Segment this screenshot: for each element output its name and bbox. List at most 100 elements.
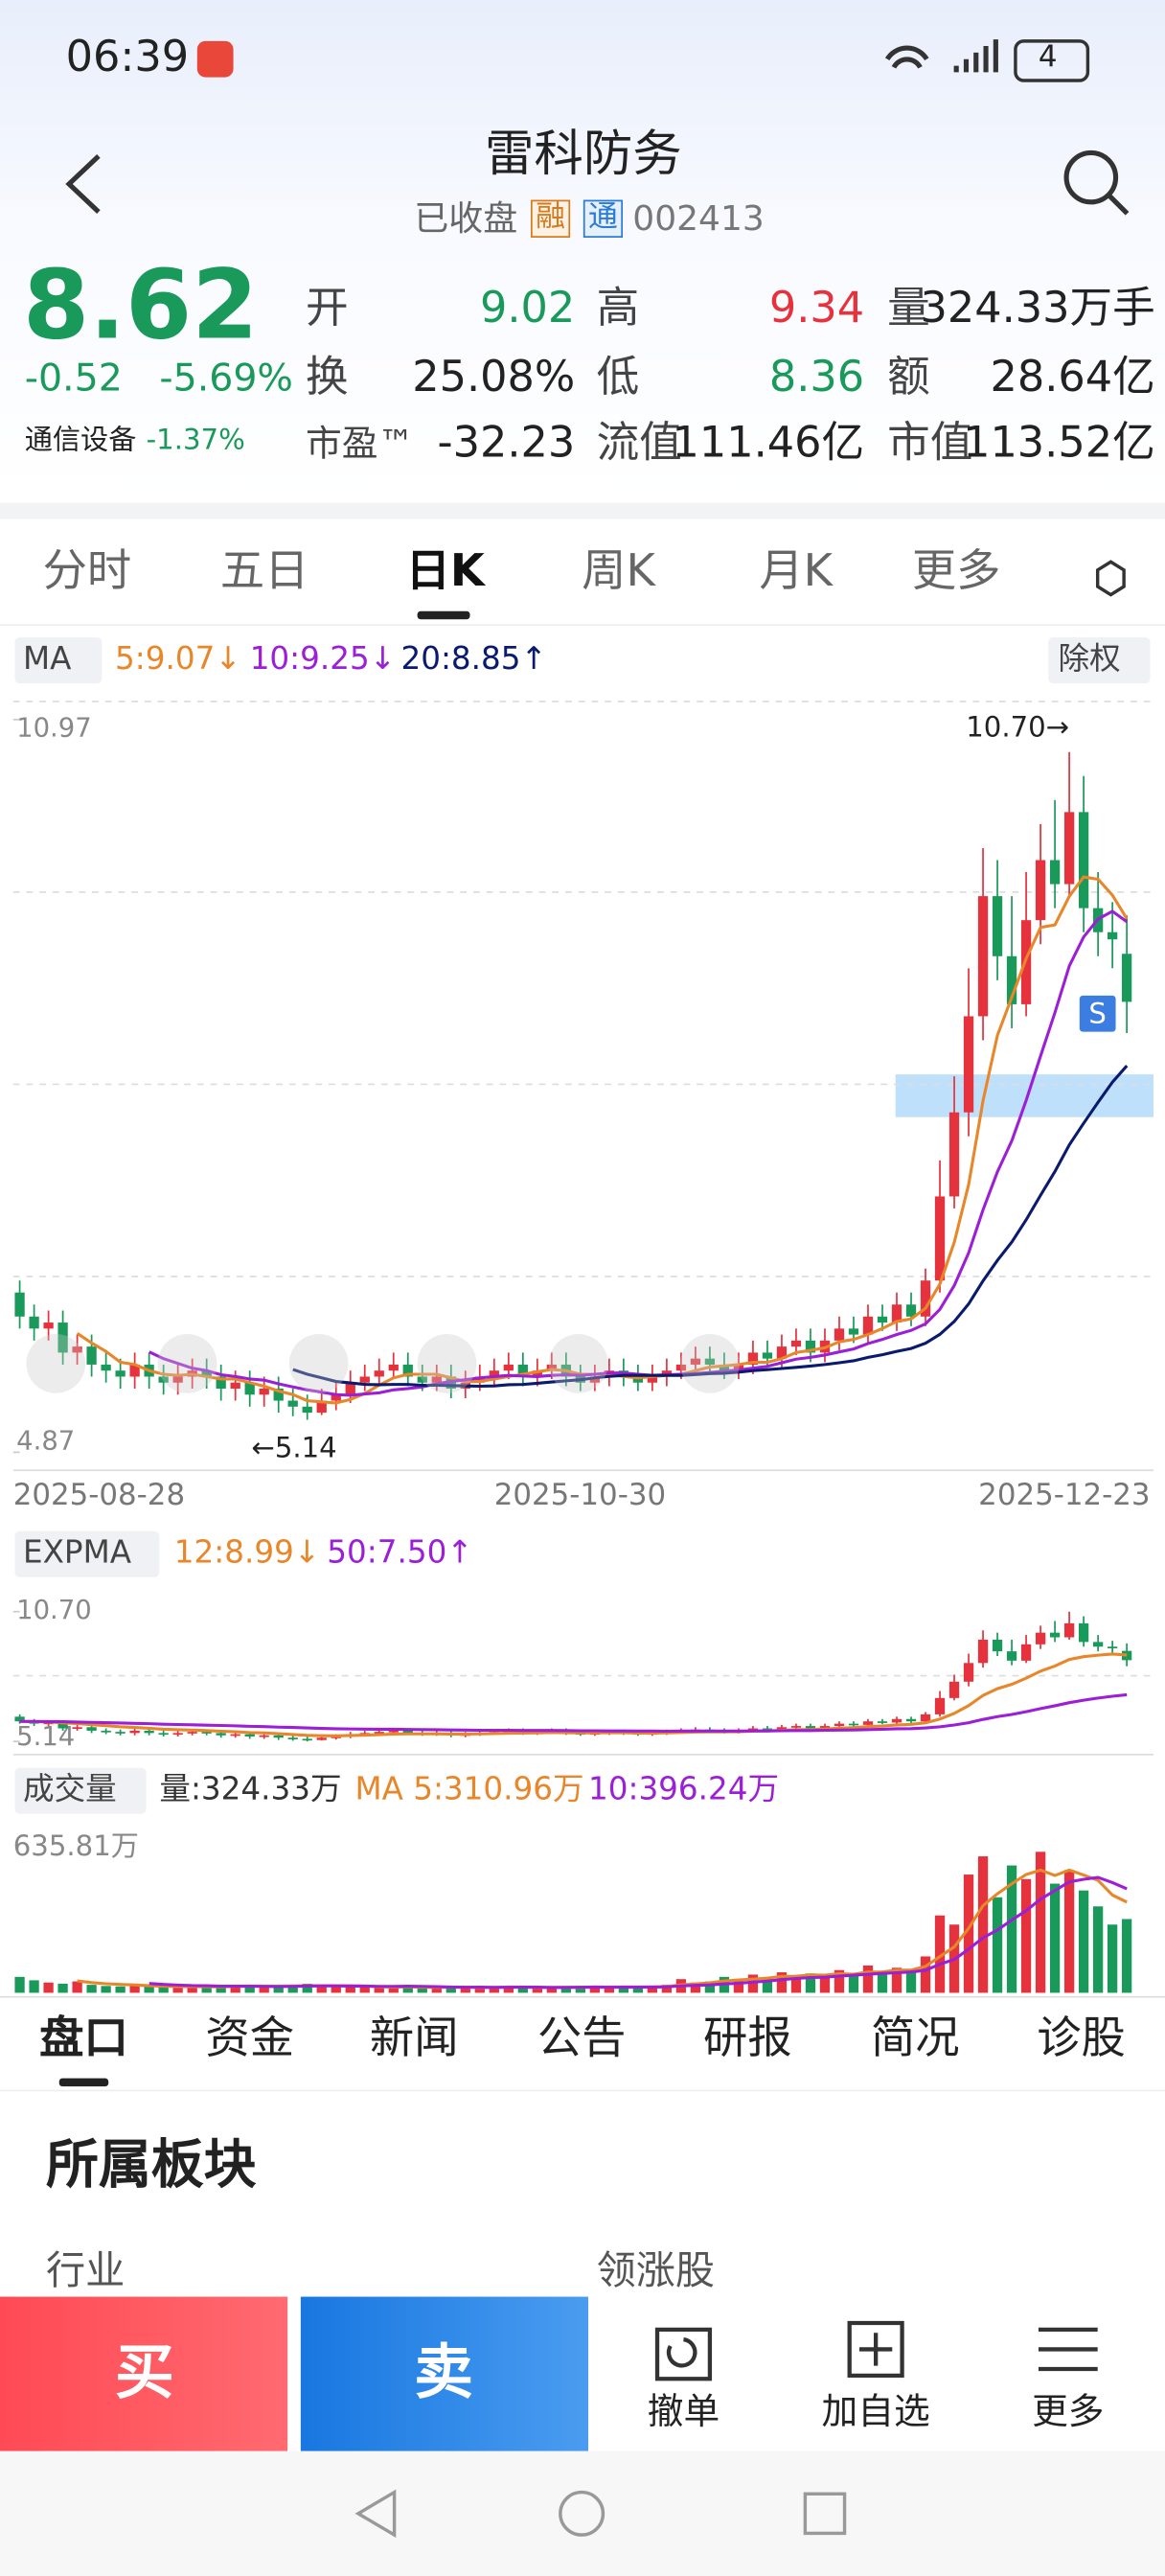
bottom-tab[interactable]: 简况 xyxy=(870,2012,960,2064)
bottom-tab[interactable]: 资金 xyxy=(205,2012,295,2064)
expma-candle-body xyxy=(948,1681,960,1698)
candle-body xyxy=(115,1370,126,1377)
tab[interactable]: 更多 xyxy=(911,545,1001,598)
candle-body xyxy=(690,1358,701,1365)
volume-bar xyxy=(72,1981,82,1993)
volume-bar xyxy=(374,1988,384,1993)
stat-value: 324.33万手 xyxy=(920,284,1155,334)
ma-name[interactable]: MA xyxy=(23,640,72,678)
watch-icon[interactable] xyxy=(847,2320,904,2379)
chart-control[interactable] xyxy=(288,1334,349,1393)
stat-value: 9.02 xyxy=(479,284,576,334)
chart-control[interactable] xyxy=(157,1334,217,1393)
volume-bar xyxy=(733,1980,744,1993)
watch-label[interactable]: 加自选 xyxy=(821,2392,930,2434)
chart-control[interactable] xyxy=(26,1334,86,1393)
tab[interactable]: 分时 xyxy=(42,545,132,598)
expma-candle-body xyxy=(790,1726,802,1728)
volume-bar xyxy=(259,1987,269,1993)
candle-body xyxy=(805,1340,816,1353)
expma-candle-body xyxy=(848,1723,859,1726)
expma-candle-body xyxy=(977,1639,989,1664)
badge-connect: 通 xyxy=(582,199,624,238)
vol-box[interactable] xyxy=(14,1767,147,1814)
expma-box[interactable] xyxy=(14,1530,160,1577)
chart-control[interactable] xyxy=(548,1334,608,1393)
volume-bar xyxy=(345,1986,355,1993)
tab[interactable]: 日K xyxy=(405,545,485,598)
expma-candle-body xyxy=(259,1735,269,1737)
page-title: 雷科防务 xyxy=(484,126,682,184)
volume-bar xyxy=(632,1987,644,1993)
candle-body xyxy=(517,1364,528,1377)
sector[interactable]: 通信设备 xyxy=(24,424,137,457)
adjust-box[interactable] xyxy=(1048,637,1151,684)
expma-candle-body xyxy=(201,1732,212,1734)
volume-bar xyxy=(963,1874,974,1993)
chart-control[interactable] xyxy=(417,1334,477,1393)
expma-candle-body xyxy=(216,1733,226,1736)
expma50-legend: 50:7.50↑ xyxy=(327,1534,473,1571)
cancel-label[interactable]: 撤单 xyxy=(647,2392,720,2434)
volume-bar xyxy=(489,1987,499,1993)
signal xyxy=(953,39,998,73)
volume-bar xyxy=(1049,1883,1061,1993)
volume-bar xyxy=(891,1967,902,1993)
volume-bar xyxy=(1078,1890,1089,1993)
candle-body xyxy=(546,1364,557,1371)
volume-bar xyxy=(934,1915,946,1993)
expma-candle-body xyxy=(920,1714,931,1722)
cancel-icon[interactable] xyxy=(654,2327,713,2381)
bottom-tab[interactable]: 盘口 xyxy=(39,2012,128,2064)
candle-body xyxy=(776,1346,788,1359)
bottom-tab[interactable]: 研报 xyxy=(703,2012,792,2064)
expma-candle-body xyxy=(834,1723,845,1727)
expma-name[interactable]: EXPMA xyxy=(23,1534,131,1571)
sell-label[interactable]: 卖 xyxy=(414,2339,473,2407)
candle-body xyxy=(891,1304,902,1323)
chart-control[interactable] xyxy=(680,1334,740,1393)
candle-body xyxy=(848,1328,859,1335)
bottom-tab[interactable]: 新闻 xyxy=(369,2012,459,2064)
badge-margin: 融 xyxy=(530,199,571,238)
stat-value: 9.34 xyxy=(768,284,865,334)
candle-body xyxy=(992,896,1003,956)
back-button[interactable] xyxy=(65,153,101,215)
volume-bar xyxy=(819,1976,831,1993)
bottom-tab[interactable]: 公告 xyxy=(537,2012,627,2064)
candle-body xyxy=(1049,860,1061,885)
more-icon[interactable] xyxy=(1038,2327,1098,2372)
nav-back[interactable] xyxy=(354,2489,397,2539)
section-title: 所属板块 xyxy=(46,2133,257,2196)
vol-name[interactable]: 成交量 xyxy=(23,1771,117,1807)
buy-label[interactable]: 买 xyxy=(115,2339,174,2407)
battery xyxy=(1014,39,1090,82)
adjust[interactable]: 除权 xyxy=(1058,640,1121,678)
candle-body xyxy=(244,1382,255,1395)
settings[interactable] xyxy=(1095,560,1126,597)
sell-button[interactable] xyxy=(300,2296,589,2451)
vol-ma10-legend: 10:396.24万 xyxy=(588,1771,780,1807)
tab[interactable]: 周K xyxy=(582,545,655,598)
buy-button[interactable] xyxy=(0,2296,288,2451)
volume-bar xyxy=(144,1986,154,1993)
chart-bottom-border xyxy=(0,1995,1165,1998)
bottom-tab[interactable]: 诊股 xyxy=(1037,2012,1126,2064)
search-button[interactable] xyxy=(1063,150,1119,205)
nav-home[interactable] xyxy=(559,2490,605,2537)
volume-bar xyxy=(862,1965,874,1993)
more-label[interactable]: 更多 xyxy=(1032,2392,1105,2434)
expma-candle-body xyxy=(934,1697,946,1714)
volume-bar xyxy=(690,1982,701,1993)
volume-bar xyxy=(244,1986,255,1993)
stat-label: 高 xyxy=(596,284,640,334)
candle-body xyxy=(1063,812,1075,885)
tab[interactable]: 月K xyxy=(759,545,834,598)
nav-recent[interactable] xyxy=(803,2492,847,2536)
ma-box[interactable] xyxy=(14,637,103,684)
candle-body xyxy=(14,1292,25,1317)
tab[interactable]: 五日 xyxy=(219,545,309,598)
vol-top-label: 635.81万 xyxy=(12,1830,139,1864)
last-price: 8.62 xyxy=(23,248,259,361)
